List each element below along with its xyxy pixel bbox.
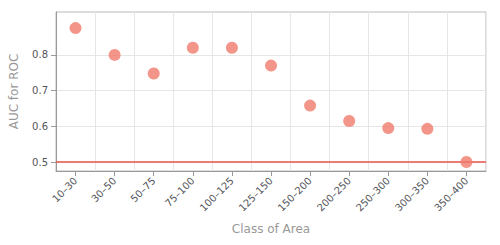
svg-text:0.8: 0.8 <box>32 49 48 60</box>
svg-text:Class of Area: Class of Area <box>232 222 310 236</box>
svg-text:75–100: 75–100 <box>163 175 197 209</box>
svg-text:0.7: 0.7 <box>32 85 48 96</box>
svg-text:200–250: 200–250 <box>315 175 353 213</box>
svg-text:300–350: 300–350 <box>393 175 431 213</box>
svg-text:250–300: 250–300 <box>354 175 392 213</box>
svg-text:0.6: 0.6 <box>32 121 48 132</box>
svg-text:10–30: 10–30 <box>50 175 79 204</box>
svg-text:125–150: 125–150 <box>237 175 275 213</box>
svg-text:100–125: 100–125 <box>198 175 236 213</box>
svg-text:350–400: 350–400 <box>432 175 470 213</box>
svg-text:150–200: 150–200 <box>276 175 314 213</box>
svg-text:50–75: 50–75 <box>128 175 157 204</box>
svg-text:0.5: 0.5 <box>32 157 48 168</box>
svg-text:30–50: 30–50 <box>89 175 118 204</box>
svg-text:AUC for ROC: AUC for ROC <box>7 54 21 130</box>
